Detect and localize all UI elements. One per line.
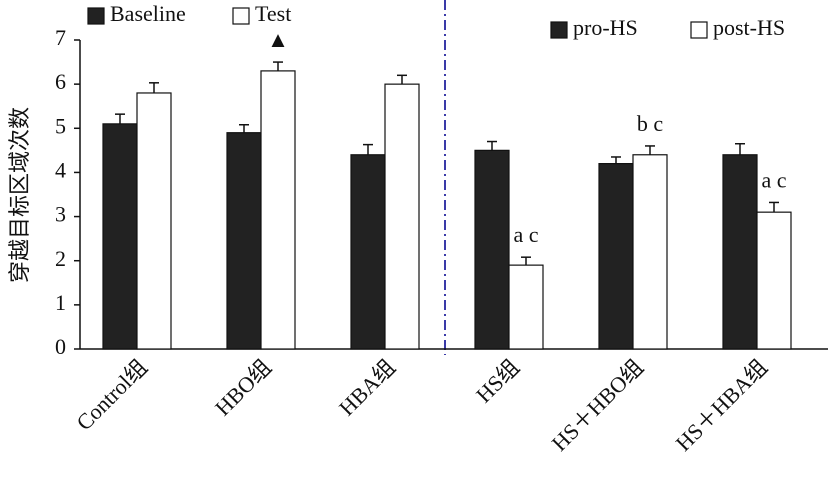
- annotation: b c: [637, 111, 664, 136]
- x-tick-label: HS＋HBO组: [547, 354, 649, 456]
- legend-swatch: [690, 21, 708, 39]
- annotation: a c: [761, 167, 786, 192]
- legend-label: post-HS: [713, 15, 785, 40]
- bar: [722, 154, 758, 350]
- annotation: ▲: [267, 27, 289, 52]
- bar: [102, 123, 138, 350]
- y-tick-label: 4: [55, 157, 66, 182]
- x-tick-label: HS组: [471, 354, 524, 407]
- y-tick-label: 0: [55, 334, 66, 359]
- x-tick-label: HBA组: [334, 354, 400, 420]
- annotation: a c: [513, 222, 538, 247]
- y-tick-label: 3: [55, 202, 66, 227]
- legend-label: Baseline: [110, 1, 186, 26]
- bar: [226, 132, 262, 350]
- legend-swatch: [87, 7, 105, 25]
- y-tick-label: 5: [55, 113, 66, 138]
- x-tick-label: Control组: [71, 354, 152, 435]
- legend-label: pro-HS: [573, 15, 638, 40]
- bar: [260, 70, 296, 350]
- y-axis-label: 穿越目标区域次数: [7, 107, 32, 283]
- bar: [598, 163, 634, 350]
- bar: [136, 92, 172, 350]
- bar: [508, 264, 544, 350]
- bar: [384, 83, 420, 350]
- x-tick-label: HS＋HBA组: [671, 354, 773, 456]
- legend-swatch: [232, 7, 250, 25]
- bar: [350, 154, 386, 350]
- legend-label: Test: [255, 1, 291, 26]
- y-tick-label: 1: [55, 290, 66, 315]
- bar: [632, 154, 668, 350]
- y-tick-label: 7: [55, 25, 66, 50]
- bar: [474, 149, 510, 350]
- x-tick-label: HBO组: [210, 354, 276, 420]
- y-tick-label: 6: [55, 69, 66, 94]
- bar: [756, 211, 792, 350]
- legend-swatch: [550, 21, 568, 39]
- y-tick-label: 2: [55, 246, 66, 271]
